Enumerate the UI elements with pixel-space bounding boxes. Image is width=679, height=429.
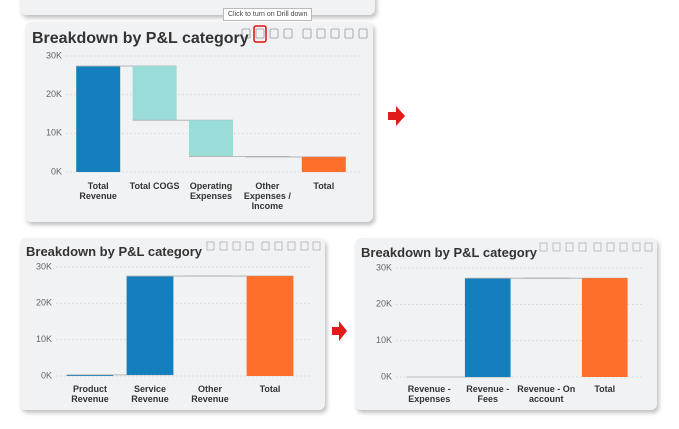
- chart-title: Breakdown by P&L category: [361, 245, 538, 260]
- y-tick-label: 0K: [51, 166, 62, 176]
- y-tick-label: 20K: [36, 298, 52, 308]
- x-tick-label: Total: [313, 181, 335, 191]
- y-tick-label: 20K: [46, 89, 62, 99]
- bar: [66, 374, 114, 376]
- x-tick-label: Service Revenue: [131, 384, 169, 404]
- bar: [132, 66, 177, 121]
- tooltip: Click to turn on Drill down: [223, 8, 313, 21]
- chart-title: Breakdown by P&L category: [32, 30, 249, 47]
- y-tick-label: 30K: [376, 262, 392, 272]
- y-tick-label: 0K: [381, 371, 392, 381]
- y-tick-label: 10K: [46, 128, 62, 138]
- y-tick-label: 10K: [376, 335, 392, 345]
- toolbar: [241, 28, 368, 39]
- x-tick-label: Total: [259, 384, 281, 394]
- y-tick-label: 20K: [376, 299, 392, 309]
- y-tick-label: 0K: [41, 370, 52, 380]
- x-tick-label: Total COGS: [129, 181, 180, 191]
- x-tick-label: Revenue - Fees: [466, 384, 510, 404]
- chart-title: Breakdown by P&L category: [26, 244, 203, 259]
- arrow: [332, 321, 347, 341]
- bar: [76, 66, 121, 172]
- y-tick-label: 10K: [36, 334, 52, 344]
- bar: [189, 120, 233, 157]
- y-tick-label: 30K: [46, 50, 62, 60]
- y-tick-label: 30K: [36, 261, 52, 271]
- arrow: [388, 106, 405, 126]
- bar: [246, 276, 294, 376]
- toolbar: [206, 241, 653, 252]
- x-tick-label: Other Revenue: [191, 384, 229, 404]
- bar: [464, 278, 511, 377]
- highlight-box: [253, 25, 267, 43]
- x-tick-label: Operating Expenses: [189, 181, 233, 201]
- x-tick-label: Revenue - On account: [517, 384, 576, 404]
- x-tick-label: Revenue - Expenses: [407, 384, 451, 404]
- x-tick-label: Product Revenue: [71, 384, 109, 404]
- bar: [126, 276, 174, 375]
- x-tick-label: Total: [594, 384, 616, 394]
- x-tick-label: Other Expenses / Income: [243, 181, 291, 211]
- bar: [301, 156, 346, 172]
- bar: [581, 278, 628, 377]
- x-tick-label: Total Revenue: [79, 181, 117, 201]
